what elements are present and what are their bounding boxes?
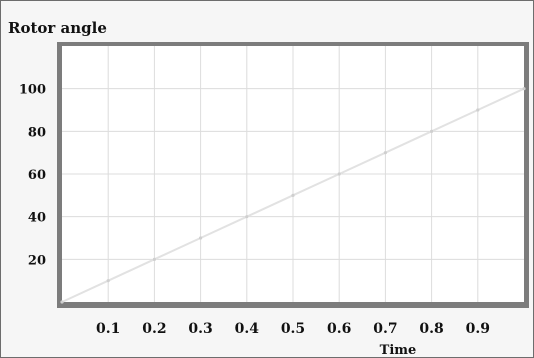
x-axis-label: Time bbox=[380, 343, 417, 358]
data-point bbox=[245, 215, 249, 219]
data-point bbox=[152, 257, 156, 261]
x-tick-label: 0.5 bbox=[281, 321, 305, 337]
y-tick-label: 20 bbox=[28, 253, 46, 268]
y-tick-label: 100 bbox=[19, 83, 46, 98]
series-layer bbox=[60, 87, 526, 304]
y-tick-label: 60 bbox=[28, 168, 46, 183]
chart-title: Rotor angle bbox=[8, 19, 107, 37]
x-tick-label: 0.9 bbox=[466, 321, 490, 337]
data-point bbox=[199, 236, 203, 240]
y-tick-label: 40 bbox=[28, 211, 46, 226]
data-point bbox=[337, 172, 341, 176]
x-tick-label: 0.4 bbox=[235, 321, 260, 337]
x-tick-label: 0.2 bbox=[142, 321, 166, 337]
data-point bbox=[430, 129, 434, 133]
x-tick-label: 0.8 bbox=[419, 321, 443, 337]
data-point bbox=[476, 108, 480, 112]
data-point bbox=[60, 300, 64, 304]
x-tick-label: 0.3 bbox=[188, 321, 212, 337]
y-tick-labels: 20 40 60 80 100 bbox=[19, 83, 46, 269]
x-tick-labels: 0.1 0.2 0.3 0.4 0.5 0.6 0.7 0.8 0.9 bbox=[96, 321, 490, 337]
data-point bbox=[522, 87, 526, 91]
data-point bbox=[291, 193, 295, 197]
data-point bbox=[106, 279, 110, 283]
data-point bbox=[383, 151, 387, 155]
x-tick-label: 0.7 bbox=[373, 321, 397, 337]
x-tick-label: 0.6 bbox=[327, 321, 351, 337]
y-tick-label: 80 bbox=[28, 125, 46, 140]
x-tick-label: 0.1 bbox=[96, 321, 120, 337]
